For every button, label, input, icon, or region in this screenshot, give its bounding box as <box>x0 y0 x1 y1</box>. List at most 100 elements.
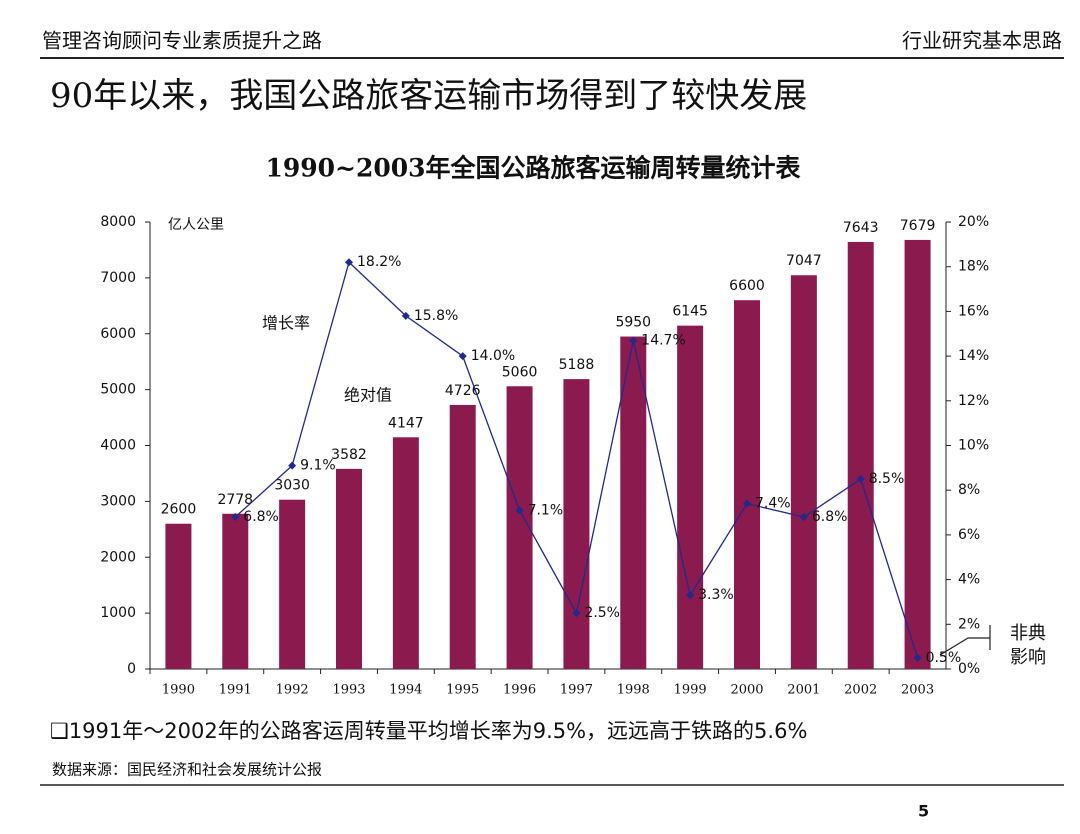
x-tick-label: 2001 <box>787 683 820 698</box>
annotation: 影响 <box>1010 647 1046 668</box>
page-number: 5 <box>918 802 929 821</box>
y-tick-label: 2000 <box>100 549 136 565</box>
y2-tick-label: 2% <box>958 616 980 632</box>
line-value-label: 8.5% <box>869 471 905 487</box>
x-tick-label: 2002 <box>844 683 877 698</box>
x-tick-label: 1993 <box>332 683 365 698</box>
bar-value-label: 2778 <box>217 492 253 508</box>
bar-value-label: 5950 <box>615 315 651 331</box>
bar <box>506 386 533 669</box>
x-tick-label: 1992 <box>276 683 309 698</box>
bar-value-label: 6600 <box>729 278 765 294</box>
y2-tick-label: 0% <box>958 661 980 677</box>
line-value-label: 6.8% <box>812 509 848 525</box>
line-value-label: 3.3% <box>698 587 734 603</box>
line-marker <box>913 653 922 662</box>
line-value-label: 2.5% <box>584 605 620 621</box>
y2-tick-label: 18% <box>958 259 989 275</box>
x-tick-label: 1996 <box>503 683 536 698</box>
y-tick-label: 8000 <box>100 214 136 230</box>
bar <box>165 523 192 669</box>
source: 数据来源：国民经济和社会发展统计公报 <box>52 761 322 779</box>
y2-tick-label: 12% <box>958 393 989 409</box>
x-tick-label: 1999 <box>674 683 707 698</box>
line-marker <box>743 499 751 508</box>
line-marker <box>458 352 467 361</box>
y2-tick-label: 16% <box>958 303 989 319</box>
line-marker <box>515 506 524 515</box>
x-tick-label: 1991 <box>219 683 252 698</box>
line-marker <box>231 513 240 522</box>
line-marker <box>288 461 297 470</box>
annotation: 增长率 <box>262 314 310 333</box>
y-tick-label: 1000 <box>100 605 136 621</box>
bar <box>620 336 647 669</box>
bar <box>790 275 817 669</box>
line-marker <box>629 336 638 345</box>
line-marker <box>572 609 581 618</box>
bar <box>222 513 249 669</box>
line-value-label: 7.4% <box>755 496 791 512</box>
unit-label: 亿人公里 <box>168 217 224 233</box>
y2-tick-label: 20% <box>958 214 989 230</box>
bar <box>677 325 704 669</box>
line-marker <box>345 258 353 267</box>
y-tick-label: 7000 <box>100 270 136 286</box>
line-value-label: 7.1% <box>528 502 564 518</box>
line-value-label: 6.8% <box>243 509 279 525</box>
bar-value-label: 5188 <box>559 357 595 373</box>
bar <box>904 239 931 669</box>
y2-tick-label: 6% <box>958 527 980 543</box>
line-marker <box>799 513 808 522</box>
y-tick-label: 0 <box>127 661 136 677</box>
x-tick-label: 2000 <box>730 683 763 698</box>
line-value-label: 15.8% <box>414 308 458 324</box>
x-tick-label: 1994 <box>389 683 422 698</box>
slide-title: 90年以来，我国公路旅客运输市场得到了较快发展 <box>50 76 807 116</box>
line-marker <box>401 311 410 320</box>
y-tick-label: 3000 <box>100 493 136 509</box>
annotation: 绝对值 <box>344 386 392 405</box>
bar-value-label: 7643 <box>843 220 879 236</box>
line-marker <box>856 475 865 484</box>
bar <box>563 379 590 669</box>
header-right: 行业研究基本思路 <box>902 29 1062 53</box>
y-tick-label: 5000 <box>100 382 136 398</box>
x-tick-label: 1990 <box>162 683 195 698</box>
line-value-label: 9.1% <box>300 458 336 474</box>
bar-value-label: 7047 <box>786 253 822 269</box>
callout <box>939 637 990 656</box>
bar <box>392 437 419 669</box>
annotation: 非典 <box>1010 623 1046 644</box>
y-tick-label: 4000 <box>100 438 136 454</box>
bar-value-label: 4726 <box>445 383 481 399</box>
bar-value-label: 5060 <box>502 364 538 380</box>
bar-value-label: 3582 <box>331 447 367 463</box>
x-tick-label: 1998 <box>617 683 650 698</box>
y-tick-label: 6000 <box>100 326 136 342</box>
line-value-label: 0.5% <box>926 650 962 666</box>
line-value-label: 14.7% <box>641 332 685 348</box>
line-value-label: 14.0% <box>471 348 515 364</box>
x-tick-label: 1995 <box>446 683 479 698</box>
bar <box>847 241 874 669</box>
bar <box>734 300 760 669</box>
y2-tick-label: 4% <box>958 572 980 588</box>
bar <box>336 468 362 669</box>
x-tick-label: 2003 <box>901 683 934 698</box>
chart-title: 1990~2003年全国公路旅客运输周转量统计表 <box>265 154 801 183</box>
bar-value-label: 7679 <box>900 218 936 234</box>
header-left: 管理咨询顾问专业素质提升之路 <box>42 29 322 53</box>
bar-value-label: 4147 <box>388 415 424 431</box>
y2-tick-label: 10% <box>958 438 989 454</box>
footnote: ❑1991年～2002年的公路客运周转量平均增长率为9.5%，远远高于铁路的5.… <box>50 719 807 743</box>
bar <box>449 404 476 669</box>
x-tick-label: 1997 <box>560 683 593 698</box>
bar <box>279 499 306 669</box>
bar-value-label: 3030 <box>274 478 310 494</box>
line-value-label: 18.2% <box>357 254 401 270</box>
y2-tick-label: 8% <box>958 482 980 498</box>
bar-value-label: 6145 <box>672 304 708 320</box>
line-marker <box>686 591 695 600</box>
